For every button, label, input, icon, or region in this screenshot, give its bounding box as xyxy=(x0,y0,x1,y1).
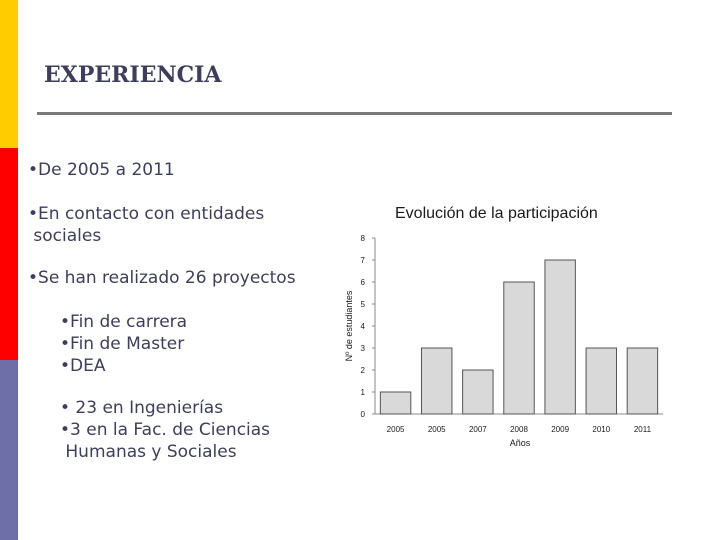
bar xyxy=(503,281,535,415)
sidebar-accent-yellow xyxy=(0,0,18,148)
bar xyxy=(544,259,576,415)
y-tick-label: 3 xyxy=(361,344,366,353)
y-tick-label: 6 xyxy=(361,278,366,287)
bullet-entities-line2: sociales xyxy=(28,226,102,246)
bullet-entities-line1: •En contacto con entidades xyxy=(28,204,265,224)
sidebar-accent-purple xyxy=(0,360,18,540)
y-tick-label: 1 xyxy=(361,388,366,397)
bullet-projects: •Se han realizado 26 proyectos xyxy=(28,268,296,288)
y-tick-label: 2 xyxy=(361,366,366,375)
x-tick-label: 2005 xyxy=(387,425,405,434)
sidebar-accent-red xyxy=(0,148,18,360)
x-tick-label: 2005 xyxy=(428,425,446,434)
sub-bullet-ingenierias: • 23 en Ingenierías xyxy=(60,398,224,418)
sub-bullet-dea: •DEA xyxy=(60,356,106,376)
chart-title: Evolución de la participación xyxy=(395,205,598,222)
x-axis-label: Años xyxy=(510,438,531,448)
x-tick-label: 2011 xyxy=(634,425,652,434)
bar xyxy=(626,347,659,415)
sub-bullet-fin-carrera: •Fin de carrera xyxy=(60,312,188,332)
y-tick-label: 8 xyxy=(361,234,366,243)
sub-bullet-ciencias-line1: •3 en la Fac. de Ciencias xyxy=(60,420,271,440)
bar xyxy=(585,347,618,415)
y-tick-label: 5 xyxy=(361,300,366,309)
bar xyxy=(462,369,494,415)
slide-title: EXPERIENCIA xyxy=(44,62,222,88)
bullet-years: •De 2005 a 2011 xyxy=(28,160,175,180)
x-tick-label: 2010 xyxy=(592,425,610,434)
title-divider xyxy=(37,112,672,115)
bar xyxy=(379,391,412,415)
x-tick-label: 2009 xyxy=(551,425,569,434)
x-tick-label: 2008 xyxy=(510,425,528,434)
y-axis-label: Nº de estudiantes xyxy=(344,290,354,361)
y-tick-label: 4 xyxy=(361,322,366,331)
y-tick-label: 0 xyxy=(361,410,366,419)
sub-bullet-ciencias-line2: Humanas y Sociales xyxy=(60,442,237,462)
sub-bullet-fin-master: •Fin de Master xyxy=(60,334,185,354)
x-tick-label: 2007 xyxy=(469,425,487,434)
y-tick-label: 7 xyxy=(361,256,366,265)
bar xyxy=(420,347,453,415)
